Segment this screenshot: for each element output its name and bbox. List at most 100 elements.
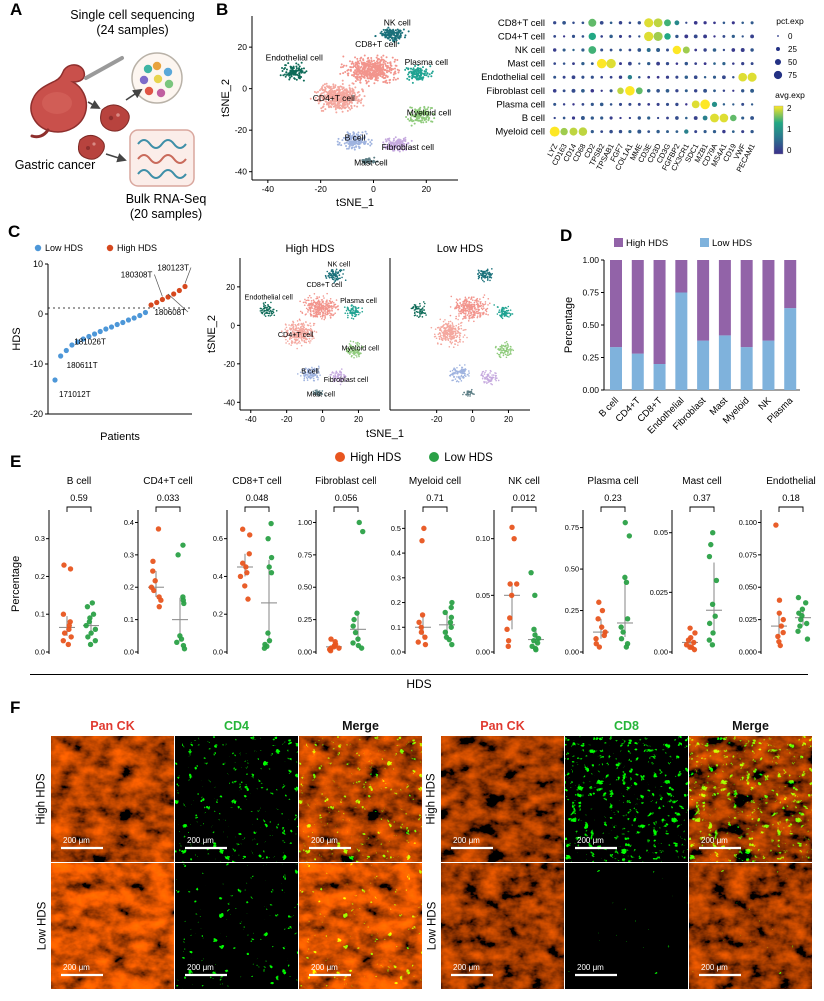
svg-text:0.05: 0.05 [654, 528, 668, 537]
hds-patient-scatter: Low HDS High HDS -20 -10 0 10 180308T 180123T 18… [8, 238, 200, 452]
svg-text:0.075: 0.075 [739, 550, 757, 559]
jitter-endothelial: Endothelial 0.18 0.000 0.025 0.050 0.075 0.100 [739, 476, 816, 657]
svg-text:200 μm: 200 μm [311, 963, 338, 972]
svg-text:0.00: 0.00 [565, 648, 579, 657]
svg-text:10: 10 [33, 259, 43, 269]
rna-seq-box [129, 129, 195, 187]
svg-text:25: 25 [788, 45, 797, 54]
svg-text:0.3: 0.3 [391, 573, 401, 582]
svg-text:1.00: 1.00 [298, 518, 312, 527]
svg-text:0.6: 0.6 [213, 534, 223, 543]
svg-text:0.0: 0.0 [124, 648, 134, 657]
if-image-merge-high: 200 μm [299, 736, 422, 862]
svg-text:CD4+T cell: CD4+T cell [313, 93, 355, 103]
svg-text:0.50: 0.50 [582, 320, 599, 330]
low-hds-dot-icon [429, 452, 440, 462]
svg-text:-20: -20 [281, 415, 293, 424]
svg-text:-20: -20 [235, 125, 248, 135]
svg-text:0.4: 0.4 [124, 518, 134, 527]
svg-text:Fibroblast cell: Fibroblast cell [382, 142, 435, 152]
svg-text:-20: -20 [431, 415, 443, 424]
svg-text:200 μm: 200 μm [453, 836, 480, 845]
svg-text:75: 75 [788, 71, 797, 80]
schematic-drawing [30, 52, 195, 187]
svg-text:0.25: 0.25 [565, 606, 579, 615]
svg-text:-10: -10 [30, 359, 43, 369]
channel-label-merge: Merge [342, 719, 379, 733]
svg-text:Plasma cell: Plasma cell [496, 99, 545, 110]
svg-text:Myeloid cell: Myeloid cell [495, 127, 545, 138]
svg-text:0.23: 0.23 [604, 493, 622, 503]
arrow-to-cells [125, 88, 143, 101]
svg-text:200 μm: 200 μm [63, 836, 90, 845]
svg-text:20: 20 [226, 283, 235, 292]
svg-text:-40: -40 [245, 415, 257, 424]
svg-text:0.75: 0.75 [298, 550, 312, 559]
panel-label-d: D [560, 226, 573, 245]
bulk-rnaseq-label: Bulk RNA-Seq (20 samples) [125, 192, 207, 221]
svg-text:tSNE_2: tSNE_2 [220, 79, 232, 117]
svg-text:Mast cell: Mast cell [307, 390, 336, 399]
if-image-cd8-high: 200 μm [565, 736, 688, 862]
single-cell-circle [131, 52, 183, 104]
celltype-proportion-stacked-bar: High HDS Low HDS 0.00 0.25 0.50 0.75 1.00 B cel… [558, 232, 820, 460]
svg-text:20: 20 [504, 415, 513, 424]
svg-text:CD4+T cell: CD4+T cell [498, 31, 545, 42]
svg-text:-40: -40 [235, 167, 248, 177]
svg-text:0.1: 0.1 [124, 615, 134, 624]
svg-text:0.75: 0.75 [582, 288, 599, 298]
svg-text:1.00: 1.00 [582, 255, 599, 265]
svg-text:Endothelial: Endothelial [766, 476, 815, 487]
svg-text:1: 1 [787, 125, 792, 134]
panel-label-c: C [8, 222, 21, 241]
if-image-cd4-low: 200 μm [175, 863, 298, 989]
svg-text:181026T: 181026T [74, 338, 106, 347]
svg-text:tSNE_2: tSNE_2 [206, 315, 218, 353]
svg-text:B cell: B cell [522, 113, 545, 124]
svg-text:Plasma cell: Plasma cell [587, 476, 638, 487]
svg-text:Myeloid cell: Myeloid cell [407, 108, 452, 118]
svg-text:Endothelial cell: Endothelial cell [245, 292, 294, 301]
svg-text:B cell: B cell [345, 133, 366, 143]
svg-text:0.00: 0.00 [476, 648, 490, 657]
arrow-to-rnaseq [105, 153, 127, 163]
if-image-merge-high: 200 μm [689, 736, 812, 862]
tsne-plot-all-cells: -40 -20 0 20 -40 -20 0 20 CD8+T cell CD4+T cell NK… [218, 6, 470, 220]
svg-text:High HDS: High HDS [117, 243, 157, 253]
svg-text:High HDS: High HDS [286, 243, 335, 255]
if-block-cd8: Pan CK CD8 Merge High HDS 200 μm 200 μm … [424, 716, 812, 990]
svg-text:0: 0 [788, 32, 793, 41]
channel-label-cd8: CD8 [613, 719, 639, 733]
panel-label-f: F [10, 698, 21, 717]
jitter-plot-row: B cell 0.59 0.0 0.1 0.2 0.3 CD4+T cell 0.033 0.0… [22, 472, 821, 670]
svg-text:0.25: 0.25 [582, 353, 599, 363]
svg-text:200 μm: 200 μm [63, 963, 90, 972]
panel-f-immunofluorescence: Pan CK CD4 Merge High HDS 200 μm 200 μm … [10, 700, 822, 1000]
svg-text:Low HDS: Low HDS [45, 243, 83, 253]
svg-text:CD4+T cell: CD4+T cell [143, 476, 193, 487]
svg-text:180123T: 180123T [157, 264, 189, 273]
svg-text:0.3: 0.3 [35, 534, 45, 543]
svg-text:200 μm: 200 μm [577, 963, 604, 972]
svg-text:0: 0 [470, 415, 475, 424]
if-image-panck-low: 200 μm [441, 863, 564, 989]
svg-text:0.50: 0.50 [565, 565, 579, 574]
jitter-cd8-t-cell: CD8+T cell 0.048 0.0 0.2 0.4 0.6 [213, 476, 282, 657]
svg-text:0.000: 0.000 [739, 648, 757, 657]
svg-text:0.50: 0.50 [298, 583, 312, 592]
svg-text:0.00: 0.00 [654, 648, 668, 657]
svg-text:0.100: 0.100 [739, 518, 757, 527]
jitter-plasma-cell: Plasma cell 0.23 0.00 0.25 0.50 0.75 [565, 476, 639, 657]
svg-text:Patients: Patients [100, 431, 140, 443]
legend-high-hds: High HDS [335, 452, 401, 464]
svg-text:NK cell: NK cell [384, 17, 411, 27]
svg-text:CD8+T cell: CD8+T cell [232, 476, 282, 487]
svg-text:0.00: 0.00 [298, 648, 312, 657]
svg-text:Mast cell: Mast cell [354, 157, 388, 167]
if-image-merge-low: 200 μm [689, 863, 812, 989]
svg-text:Myeloid cell: Myeloid cell [409, 476, 461, 487]
arrow-to-samples [87, 100, 101, 109]
if-image-panck-high: 200 μm [51, 736, 174, 862]
svg-text:CD8+T cell: CD8+T cell [307, 280, 343, 289]
